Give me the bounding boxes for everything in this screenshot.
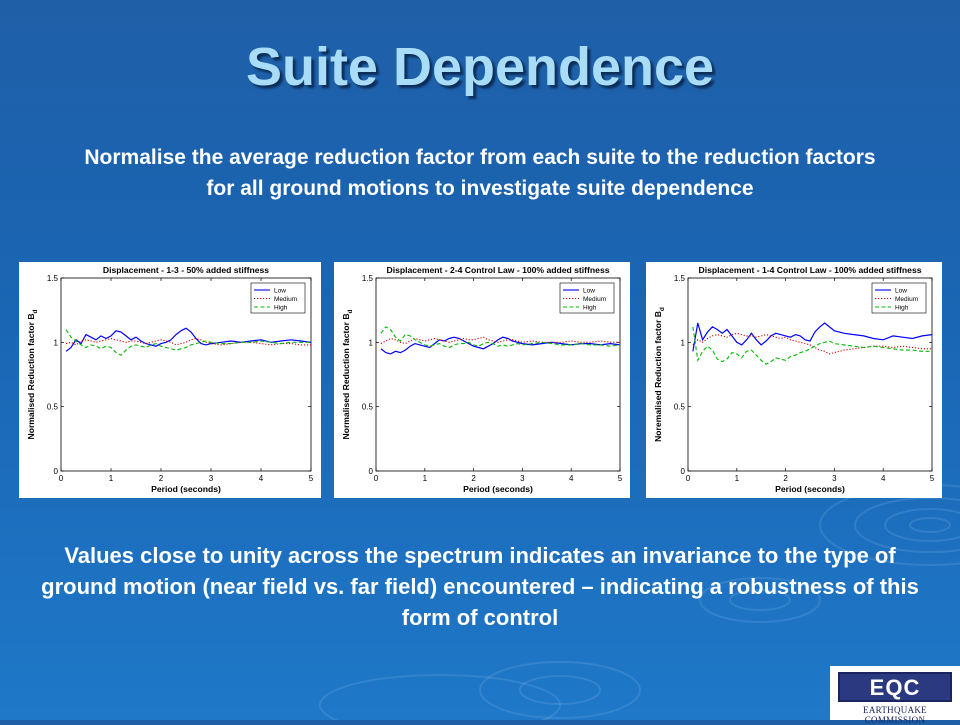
chart-panel-3: Displacement - 1-4 Control Law - 100% ad… xyxy=(646,262,942,498)
x-tick-label: 4 xyxy=(881,474,886,483)
series-line-medium xyxy=(692,332,932,355)
y-tick-label: 0 xyxy=(681,467,686,476)
y-axis-label-main: Normalised Reduction factor B xyxy=(341,313,351,439)
series-line-low xyxy=(65,327,312,352)
x-tick-label: 2 xyxy=(159,474,164,483)
y-tick-label: 1.5 xyxy=(47,274,59,283)
y-tick-label: 0 xyxy=(369,467,374,476)
y-axis-label-main: Normalised Reduction factor B xyxy=(26,313,36,439)
y-axis-label-subscript: d xyxy=(32,309,39,313)
x-tick-label: 5 xyxy=(930,474,935,483)
x-tick-label: 3 xyxy=(520,474,525,483)
x-tick-label: 1 xyxy=(109,474,114,483)
y-axis-label-subscript: d xyxy=(347,309,354,313)
x-tick-label: 3 xyxy=(832,474,837,483)
y-tick-label: 0 xyxy=(54,467,59,476)
eqc-logo: EQC EARTHQUAKE COMMISSION xyxy=(830,666,960,725)
x-axis-label: Period (seconds) xyxy=(775,484,845,494)
chart-panel-1: Displacement - 1-3 - 50% added stiffness… xyxy=(19,262,321,498)
slide-title: Suite Dependence xyxy=(245,37,715,97)
y-tick-label: 1 xyxy=(681,338,686,347)
y-tick-label: 0.5 xyxy=(47,403,59,412)
y-axis-label: Normalised Reduction factor Bd xyxy=(341,309,354,439)
x-tick-label: 0 xyxy=(59,474,64,483)
reduction-factor-chart-3: Displacement - 1-4 Control Law - 100% ad… xyxy=(653,265,935,494)
legend-label-low: Low xyxy=(895,288,907,295)
series-line-high xyxy=(65,329,311,356)
legend-label-high: High xyxy=(274,305,288,312)
x-tick-label: 5 xyxy=(309,474,314,483)
chart-title: Displacement - 2-4 Control Law - 100% ad… xyxy=(386,265,609,275)
x-tick-label: 4 xyxy=(569,474,574,483)
y-tick-label: 1.5 xyxy=(362,274,374,283)
logo-mark: EQC xyxy=(838,672,952,702)
x-tick-label: 2 xyxy=(471,474,476,483)
y-tick-label: 1 xyxy=(54,338,59,347)
x-tick-label: 4 xyxy=(259,474,264,483)
y-tick-label: 1 xyxy=(369,338,374,347)
y-axis-label: Normalised Reduction factor Bd xyxy=(26,309,39,439)
chart-title: Displacement - 1-4 Control Law - 100% ad… xyxy=(698,265,921,275)
legend-label-low: Low xyxy=(274,288,286,295)
y-axis-label: Noremalised Reduction factor Bd xyxy=(653,307,666,442)
x-axis-label: Period (seconds) xyxy=(151,484,221,494)
series-line-medium xyxy=(65,337,311,346)
x-tick-label: 1 xyxy=(735,474,740,483)
series-line-low xyxy=(380,336,621,355)
x-tick-label: 3 xyxy=(209,474,214,483)
y-tick-label: 0.5 xyxy=(674,403,686,412)
legend-label-high: High xyxy=(895,305,909,312)
y-axis-label-main: Noremalised Reduction factor B xyxy=(653,311,663,442)
legend-label-medium: Medium xyxy=(895,296,918,303)
y-tick-label: 0.5 xyxy=(362,403,374,412)
logo-subtitle: EARTHQUAKE COMMISSION xyxy=(863,705,927,725)
x-tick-label: 5 xyxy=(618,474,623,483)
legend-label-medium: Medium xyxy=(274,296,297,303)
legend-label-medium: Medium xyxy=(583,296,606,303)
series-line-low xyxy=(692,322,933,352)
series-line-high xyxy=(692,326,932,365)
y-axis-label-subscript: d xyxy=(659,307,666,311)
legend-label-high: High xyxy=(583,305,597,312)
x-tick-label: 1 xyxy=(423,474,428,483)
x-tick-label: 0 xyxy=(374,474,379,483)
legend-label-low: Low xyxy=(583,288,595,295)
chart-title: Displacement - 1-3 - 50% added stiffness xyxy=(103,265,269,275)
x-axis-label: Period (seconds) xyxy=(463,484,533,494)
conclusion-text: Values close to unity across the spectru… xyxy=(41,543,919,630)
reduction-factor-chart-1: Displacement - 1-3 - 50% added stiffness… xyxy=(26,265,314,494)
y-tick-label: 1.5 xyxy=(674,274,686,283)
x-tick-label: 0 xyxy=(686,474,691,483)
x-tick-label: 2 xyxy=(783,474,788,483)
series-line-high xyxy=(380,326,621,349)
chart-panel-2: Displacement - 2-4 Control Law - 100% ad… xyxy=(334,262,630,498)
reduction-factor-chart-2: Displacement - 2-4 Control Law - 100% ad… xyxy=(341,265,623,494)
intro-text: Normalise the average reduction factor f… xyxy=(84,146,876,200)
